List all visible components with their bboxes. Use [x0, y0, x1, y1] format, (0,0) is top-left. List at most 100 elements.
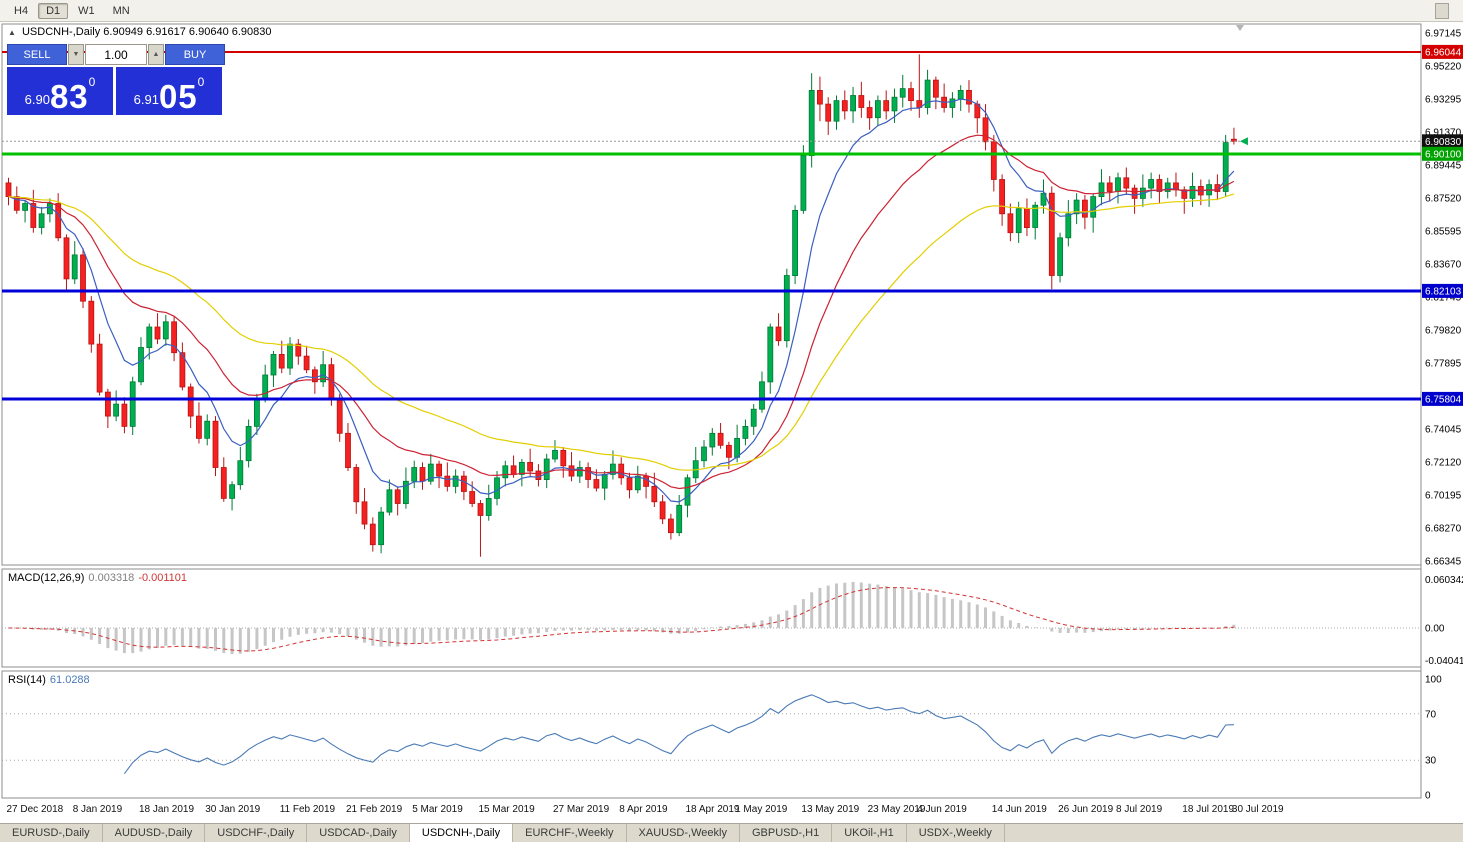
- svg-text:6.81745: 6.81745: [1425, 293, 1462, 304]
- svg-text:6.90830: 6.90830: [1425, 137, 1462, 148]
- buy-price-box[interactable]: 6.91 05 0: [116, 67, 222, 115]
- chart-tab-xauusd[interactable]: XAUUSD-,Weekly: [627, 824, 740, 842]
- chart-tab-usdx[interactable]: USDX-,Weekly: [907, 824, 1005, 842]
- svg-text:4 Jun 2019: 4 Jun 2019: [917, 804, 967, 815]
- svg-text:6.68270: 6.68270: [1425, 524, 1462, 535]
- svg-text:6.96044: 6.96044: [1425, 47, 1462, 58]
- svg-text:6.77895: 6.77895: [1425, 359, 1462, 370]
- svg-text:30: 30: [1425, 756, 1437, 767]
- svg-text:18 Jan 2019: 18 Jan 2019: [139, 804, 194, 815]
- svg-text:15 Mar 2019: 15 Mar 2019: [479, 804, 536, 815]
- collapse-trade-panel-icon[interactable]: ▲: [8, 28, 16, 37]
- one-click-trading-panel: SELL ▼ ▲ BUY 6.90 83 0 6.91 05 0: [7, 44, 225, 115]
- svg-text:6.85595: 6.85595: [1425, 227, 1462, 238]
- svg-text:6.82103: 6.82103: [1425, 286, 1462, 297]
- svg-text:6.90100: 6.90100: [1425, 149, 1462, 160]
- sell-price-sup: 0: [88, 75, 96, 89]
- sell-price-big: 83: [49, 78, 89, 116]
- price-badge: [1422, 146, 1463, 161]
- volume-down-button[interactable]: ▼: [68, 44, 84, 65]
- svg-text:6.66345: 6.66345: [1425, 557, 1462, 568]
- svg-text:6.72120: 6.72120: [1425, 458, 1462, 469]
- moving-averages-layer: [8, 98, 1235, 503]
- volume-input[interactable]: [86, 45, 146, 64]
- svg-text:27 Mar 2019: 27 Mar 2019: [553, 804, 610, 815]
- timeframe-button-d1[interactable]: D1: [38, 2, 69, 19]
- svg-text:0.060342: 0.060342: [1425, 575, 1463, 586]
- chart-symbol-period: USDCNH-,Daily: [21, 26, 101, 38]
- svg-text:8 Apr 2019: 8 Apr 2019: [619, 804, 668, 815]
- chart-tab-usdcad[interactable]: USDCAD-,Daily: [307, 824, 410, 842]
- svg-text:14 Jun 2019: 14 Jun 2019: [992, 804, 1047, 815]
- buy-price-sup: 0: [197, 75, 205, 89]
- buy-price-big: 05: [158, 78, 198, 116]
- candles-layer: [5, 54, 1237, 557]
- buy-button[interactable]: BUY: [165, 44, 225, 65]
- toolbar-handle-button[interactable]: [1435, 3, 1449, 19]
- svg-text:21 Feb 2019: 21 Feb 2019: [346, 804, 403, 815]
- svg-text:6.95220: 6.95220: [1425, 62, 1462, 73]
- chart-tab-eurusd[interactable]: EURUSD-,Daily: [0, 824, 103, 842]
- svg-text:-0.040415: -0.040415: [1425, 656, 1463, 667]
- svg-text:30 Jan 2019: 30 Jan 2019: [205, 804, 260, 815]
- chart-tab-audusd[interactable]: AUDUSD-,Daily: [103, 824, 206, 842]
- date-axis: 27 Dec 2018 8 Jan 2019 18 Jan 2019 30 Jan 2…: [7, 804, 1285, 815]
- price-badge: [1422, 44, 1463, 59]
- chart-tab-gbpusd[interactable]: GBPUSD-,H1: [740, 824, 833, 842]
- timeframe-button-mn[interactable]: MN: [112, 4, 130, 17]
- timeframe-button-h4[interactable]: H4: [14, 4, 29, 17]
- svg-text:11 Feb 2019: 11 Feb 2019: [280, 804, 336, 815]
- timeframe-toolbar: H4 D1 W1 MN: [0, 0, 1463, 22]
- chart-tab-usdcnh[interactable]: USDCNH-,Daily: [409, 824, 514, 842]
- svg-text:6.79820: 6.79820: [1425, 326, 1462, 337]
- last-price-marker-icon: [1239, 137, 1248, 146]
- chart-tab-eurchf[interactable]: EURCHF-,Weekly: [513, 824, 627, 842]
- volume-stepper: [85, 44, 147, 65]
- svg-text:70: 70: [1425, 709, 1437, 720]
- svg-text:6.87520: 6.87520: [1425, 194, 1462, 205]
- chart-ohlc-values: 6.90949 6.91617 6.90640 6.90830: [103, 26, 272, 38]
- price-badge: [1422, 134, 1463, 149]
- sell-button[interactable]: SELL: [7, 44, 67, 65]
- svg-text:27 Dec 2018: 27 Dec 2018: [7, 804, 64, 815]
- svg-text:0.00: 0.00: [1425, 624, 1445, 635]
- svg-text:6.89445: 6.89445: [1425, 161, 1462, 172]
- price-badge: [1422, 391, 1463, 406]
- svg-text:100: 100: [1425, 675, 1442, 686]
- svg-text:30 Jul 2019: 30 Jul 2019: [1232, 804, 1284, 815]
- chart-tab-ukoil[interactable]: UKOil-,H1: [832, 824, 907, 842]
- buy-price-small: 6.91: [133, 92, 159, 107]
- chart-shift-marker: [1236, 25, 1244, 31]
- chart-title: ▲ USDCNH-,Daily 6.90949 6.91617 6.90640 …: [8, 26, 272, 38]
- timeframe-button-w1[interactable]: W1: [78, 4, 95, 17]
- svg-text:13 May 2019: 13 May 2019: [801, 804, 859, 815]
- rsi-indicator-label: RSI(14) 61.0288: [8, 674, 90, 686]
- svg-text:26 Jun 2019: 26 Jun 2019: [1058, 804, 1113, 815]
- rsi-panel: 100 70 30 0: [2, 675, 1442, 802]
- price-badge: [1422, 283, 1463, 298]
- svg-text:6.75804: 6.75804: [1425, 394, 1462, 405]
- sell-price-small: 6.90: [24, 92, 50, 107]
- sell-price-box[interactable]: 6.90 83 0: [7, 67, 113, 115]
- svg-text:6.97145: 6.97145: [1425, 29, 1462, 40]
- svg-text:8 Jan 2019: 8 Jan 2019: [73, 804, 123, 815]
- svg-text:23 May 2019: 23 May 2019: [868, 804, 926, 815]
- svg-text:6.70195: 6.70195: [1425, 491, 1462, 502]
- volume-up-button[interactable]: ▲: [148, 44, 164, 65]
- svg-text:1 May 2019: 1 May 2019: [735, 804, 788, 815]
- svg-text:5 Mar 2019: 5 Mar 2019: [412, 804, 463, 815]
- price-axis: 6.97145 6.95220 6.93295 6.91370 6.89445 6.875…: [1422, 29, 1463, 568]
- macd-panel: 0.060342 0.00 -0.040415: [2, 575, 1463, 667]
- svg-text:0: 0: [1425, 791, 1431, 802]
- macd-indicator-label: MACD(12,26,9) 0.003318 -0.001101: [8, 572, 188, 584]
- svg-text:18 Jul 2019: 18 Jul 2019: [1182, 804, 1234, 815]
- svg-text:6.83670: 6.83670: [1425, 260, 1462, 271]
- svg-text:6.91370: 6.91370: [1425, 128, 1462, 139]
- svg-text:8 Jul 2019: 8 Jul 2019: [1116, 804, 1163, 815]
- chart-tab-usdchf[interactable]: USDCHF-,Daily: [205, 824, 308, 842]
- chart-tab-bar: EURUSD-,Daily AUDUSD-,Daily USDCHF-,Daily U…: [0, 823, 1463, 842]
- svg-text:6.74045: 6.74045: [1425, 425, 1462, 436]
- levels-layer: [2, 50, 1421, 401]
- panel-frames: [1, 23, 1422, 799]
